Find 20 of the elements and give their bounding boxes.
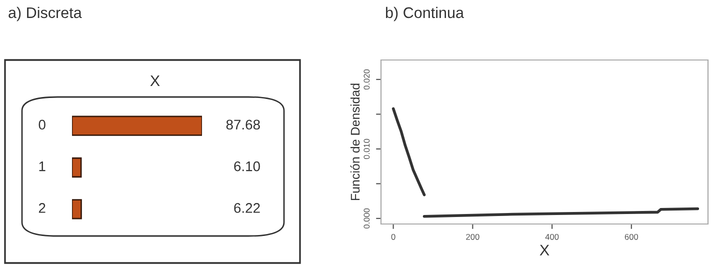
x-tick-label: 400 bbox=[545, 234, 559, 240]
y-tick-label: 0 bbox=[38, 120, 46, 130]
data-label: 6.10 bbox=[234, 161, 260, 172]
data-label: 87.68 bbox=[226, 120, 260, 130]
y-tick-label: 0.010 bbox=[364, 138, 370, 160]
x-tick-label: 0 bbox=[391, 234, 396, 240]
y-tick-label: 1 bbox=[39, 162, 46, 172]
y-tick-label: 0.000 bbox=[364, 208, 370, 229]
chart-title: a) Discreta bbox=[8, 6, 82, 22]
x-tick-label: 200 bbox=[466, 234, 480, 240]
line-series bbox=[422, 207, 700, 218]
y-tick-label: 2 bbox=[38, 203, 46, 213]
y-tick-label: 0.020 bbox=[364, 69, 370, 90]
line-series bbox=[392, 107, 426, 196]
data-label: 6.22 bbox=[234, 203, 260, 213]
chart-subtitle: X bbox=[150, 75, 160, 86]
x-axis-title: X bbox=[540, 244, 550, 256]
x-tick-label: 600 bbox=[624, 234, 638, 240]
y-axis-title: Función de Densidad bbox=[350, 84, 360, 200]
chart-title: b) Continua bbox=[386, 6, 464, 22]
